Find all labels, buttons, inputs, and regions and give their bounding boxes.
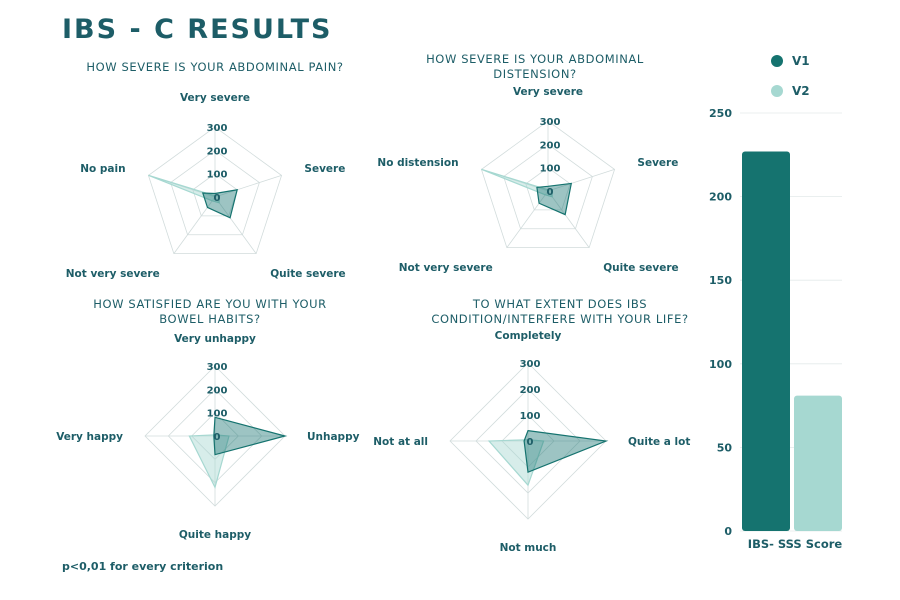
radar-tick-label: 0: [527, 437, 534, 448]
radar-axis-label: Very severe: [513, 86, 583, 98]
footnote: p<0,01 for every criterion: [62, 560, 224, 573]
radar-tick-label: 100: [207, 409, 228, 420]
radar-tick-label: 200: [540, 140, 561, 151]
radar-title-abdominal-pain: HOW SEVERE IS YOUR ABDOMINAL PAIN?: [86, 60, 344, 74]
radar-axis-label: Not very severe: [66, 268, 160, 280]
radar-spoke: [173, 196, 216, 254]
bar-y-tick-label: 150: [709, 274, 732, 287]
radar-tick-label: 100: [540, 164, 561, 175]
radar-axis-label: No distension: [377, 157, 458, 169]
radar-tick-label: 100: [207, 170, 228, 181]
radar-series-v2: [148, 174, 221, 204]
radar-axis-label: Severe: [304, 163, 345, 175]
radar-tick-label: 0: [214, 432, 221, 443]
page-title: IBS - C RESULTS: [62, 14, 333, 45]
radar-tick-label: 300: [540, 117, 561, 128]
radar-grid-ring: [503, 143, 593, 230]
radar-axis-label: Not at all: [373, 436, 428, 448]
radar-title-life-interference: TO WHAT EXTENT DOES IBS CONDITION/INTERF…: [431, 297, 689, 326]
bar-y-tick-label: 100: [709, 358, 732, 371]
radar-tick-label: 100: [520, 411, 541, 422]
legend-marker-v2: [771, 85, 783, 97]
legend-label-v2: V2: [792, 84, 810, 98]
bar-v1: [742, 151, 790, 531]
radar-series-v2: [487, 439, 545, 487]
radar-spoke: [506, 190, 549, 248]
radar-axis-label: No pain: [80, 163, 125, 175]
radar-tick-label: 200: [207, 385, 228, 396]
radar-tick-label: 0: [547, 187, 554, 198]
radar-tick-label: 200: [520, 385, 541, 396]
bar-y-tick-label: 200: [709, 191, 732, 204]
radar-series-v1: [536, 182, 573, 216]
radar-axis-label: Very unhappy: [174, 333, 256, 345]
radar-series-v1: [201, 189, 238, 219]
radar-axis-label: Quite happy: [179, 529, 251, 541]
radar-spoke: [214, 174, 282, 198]
radar-tick-label: 300: [520, 359, 541, 370]
radar-axis-label: Unhappy: [307, 431, 360, 443]
radar-grid-ring: [170, 149, 260, 236]
radar-axis-label: Very happy: [56, 431, 123, 443]
radar-grid-ring: [480, 120, 616, 249]
radar-series-v1: [213, 416, 288, 456]
radar-grid-ring: [525, 167, 571, 211]
radar-title-bowel-habits: HOW SATISFIED ARE YOU WITH YOUR BOWEL HA…: [93, 297, 327, 326]
radar-spoke: [547, 190, 590, 248]
radar-title-abdominal-distension: HOW SEVERE IS YOUR ABDOMINAL DISTENSION?: [426, 52, 644, 81]
bar-y-tick-label: 50: [717, 441, 733, 454]
radar-series-v1: [523, 429, 609, 474]
radar-tick-label: 300: [207, 123, 228, 134]
radar-grid-ring: [192, 173, 238, 217]
radar-axis-label: Not very severe: [399, 262, 493, 274]
bar-category-label: IBS- SSS Score: [748, 537, 843, 551]
bar-v2: [794, 395, 842, 531]
radar-axis-label: Very severe: [180, 92, 250, 104]
radar-axis-label: Completely: [495, 330, 562, 342]
radar-tick-label: 300: [207, 362, 228, 373]
radar-series-v2: [481, 168, 554, 198]
radar-axis-label: Quite severe: [270, 268, 345, 280]
radar-tick-label: 0: [214, 193, 221, 204]
radar-axis-label: Quite a lot: [628, 436, 690, 448]
radar-series-v2: [188, 434, 230, 490]
radar-axis-label: Quite severe: [603, 262, 678, 274]
legend-label-v1: V1: [792, 54, 810, 68]
radar-axis-label: Not much: [500, 542, 557, 554]
radar-grid-ring: [147, 126, 283, 255]
radar-spoke: [547, 168, 615, 192]
radar-spoke: [214, 196, 257, 254]
radar-tick-label: 200: [207, 146, 228, 157]
bar-y-tick-label: 0: [724, 525, 732, 538]
radar-axis-label: Severe: [637, 157, 678, 169]
bar-y-tick-label: 250: [709, 107, 732, 120]
legend-marker-v1: [771, 55, 783, 67]
